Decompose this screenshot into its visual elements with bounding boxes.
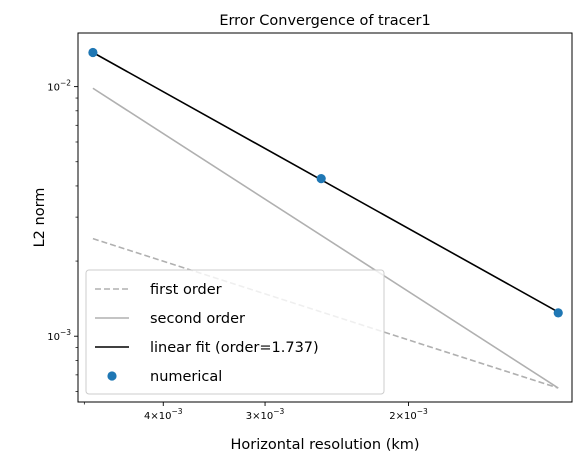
series-line-1 <box>92 87 559 389</box>
legend-box <box>85 269 385 395</box>
x-tick-label-0: 4×10−3 <box>144 407 183 422</box>
legend-label-3: numerical <box>150 369 222 385</box>
legend-label-1: second order <box>150 311 245 327</box>
x-axis-ticks: 4×10−3 3×10−3 2×10−3 <box>83 402 428 422</box>
x-tick-label-2: 2×10−3 <box>389 407 428 422</box>
y-tick-label-0: 10−2 <box>47 79 71 94</box>
data-point-numerical-2 <box>553 308 563 318</box>
x-axis-label: Horizontal resolution (km) <box>230 437 419 453</box>
legend-marker-3 <box>107 371 117 381</box>
plot-frame <box>77 32 573 403</box>
chart-title: Error Convergence of tracer1 <box>219 13 430 29</box>
data-point-numerical-1 <box>316 174 326 184</box>
legend-label-0: first order <box>150 282 222 298</box>
data-point-numerical-0 <box>88 47 98 58</box>
x-tick-label-1: 3×10−3 <box>246 407 285 422</box>
y-axis-label: L2 norm <box>32 188 48 248</box>
legend-label-2: linear fit (order=1.737) <box>150 340 319 356</box>
legend: first order second order linear fit (order… <box>85 269 385 395</box>
y-tick-label-1: 10−3 <box>47 328 71 343</box>
markers-layer <box>88 47 563 318</box>
y-axis-ticks: 10−2 10−3 <box>47 79 78 392</box>
series-line-2 <box>92 51 559 313</box>
